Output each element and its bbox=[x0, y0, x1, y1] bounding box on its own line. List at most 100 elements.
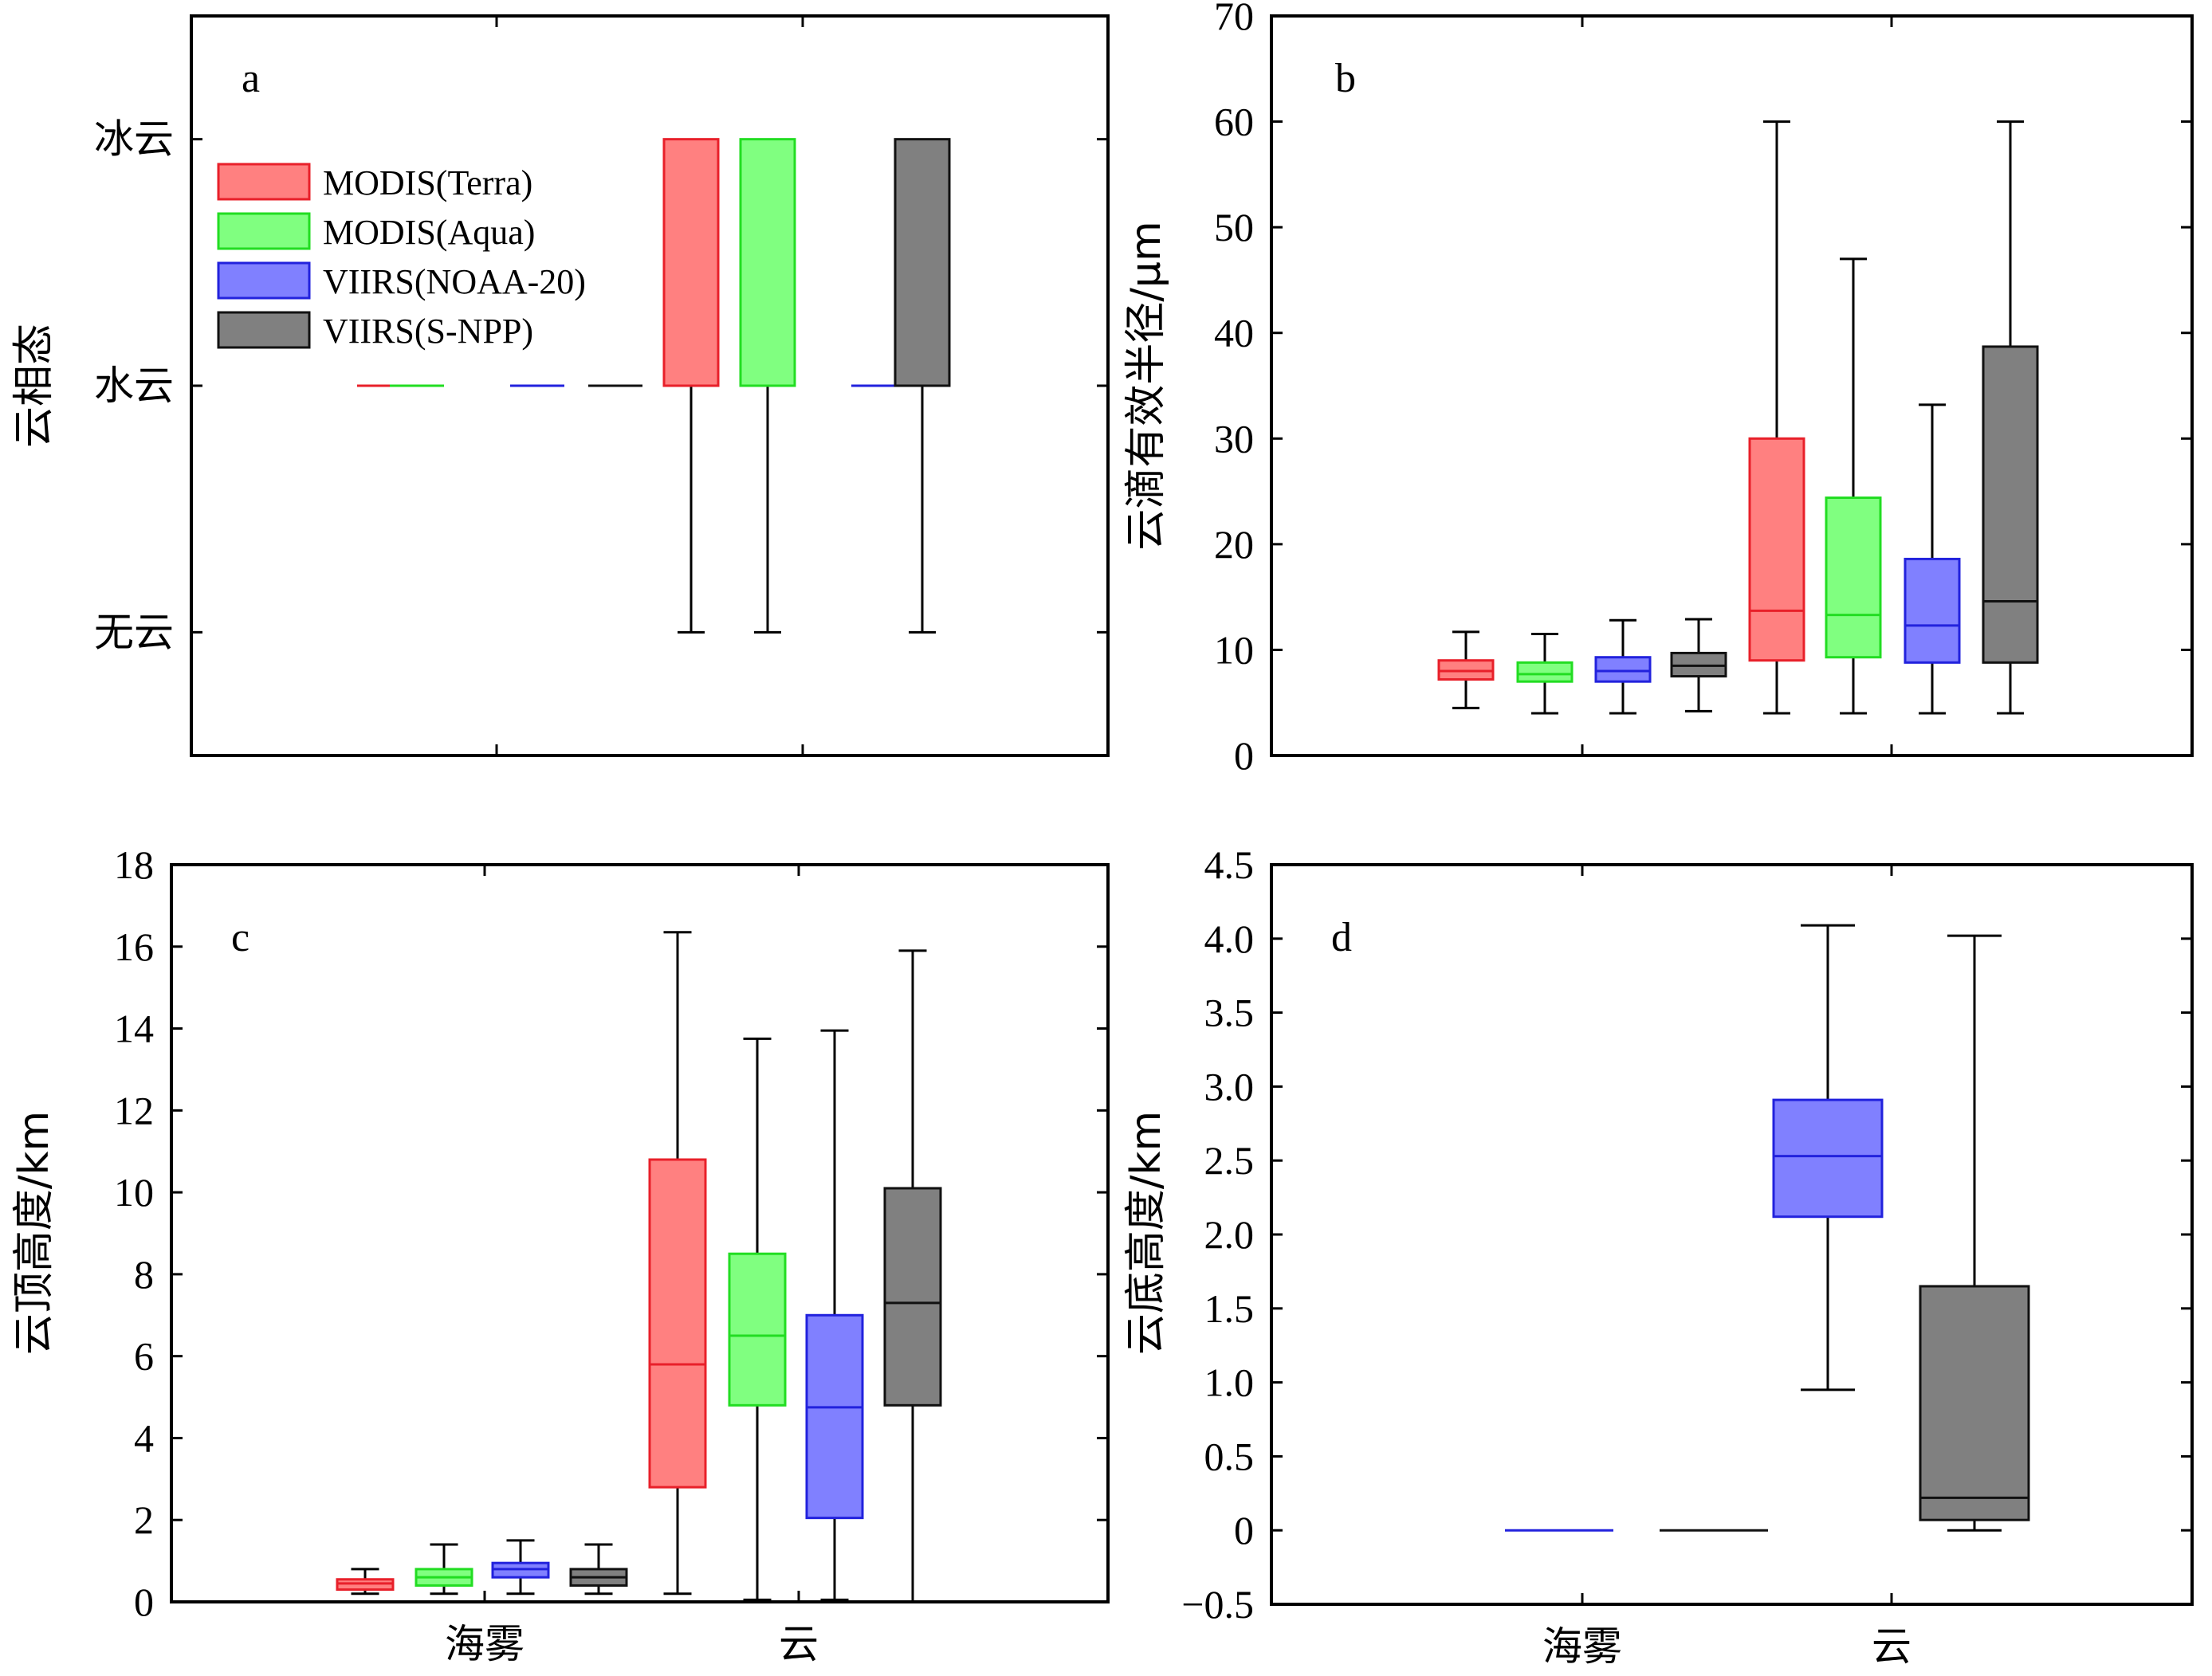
box-云-3 bbox=[894, 138, 951, 634]
box-iqr bbox=[1748, 437, 1805, 662]
panel-b-boxes bbox=[1437, 120, 2039, 715]
y-tick-label: 0 bbox=[134, 1580, 154, 1624]
box-海雾-2 bbox=[1594, 618, 1652, 715]
panel-b-x-ticks bbox=[1581, 16, 1893, 756]
panel-d-x-ticks: 海雾 云 bbox=[1542, 865, 1911, 1670]
box-海雾-1 bbox=[1516, 633, 1574, 715]
y-tick-label: 6 bbox=[134, 1334, 154, 1379]
y-tick-label: 14 bbox=[114, 1007, 154, 1051]
panel-c-boxes bbox=[336, 931, 942, 1603]
panel-a-x-ticks bbox=[495, 16, 804, 756]
box-云-3 bbox=[883, 949, 942, 1603]
y-tick-label: 18 bbox=[114, 842, 154, 887]
x-tick-label: 海雾 bbox=[445, 1621, 525, 1667]
box-iqr bbox=[648, 1158, 707, 1489]
panel-a-frame bbox=[190, 14, 1110, 757]
y-tick-label: 水云 bbox=[94, 363, 174, 409]
box-云-3 bbox=[1919, 934, 2030, 1532]
panel-c-y-ticks: 0 2 4 6 8 10 12 14 16 18 bbox=[114, 842, 1108, 1624]
box-iqr bbox=[728, 1252, 787, 1407]
panel-d-label: d bbox=[1331, 915, 1352, 960]
y-tick-label: 3.0 bbox=[1204, 1064, 1255, 1109]
y-tick-label: 1.5 bbox=[1204, 1286, 1255, 1331]
panel-b-frame bbox=[1270, 14, 2194, 757]
box-海雾-3 bbox=[1670, 618, 1727, 712]
panel-b-y-ticks: 0 10 20 30 40 50 60 70 bbox=[1214, 0, 2192, 778]
y-tick-label: 0.5 bbox=[1204, 1434, 1255, 1478]
box-海雾-2 bbox=[491, 1539, 550, 1596]
y-tick-label: 70 bbox=[1214, 0, 1254, 38]
panel-c: c 云顶高度/km 0 2 4 6 8 10 12 14 16 18 海雾 云 bbox=[10, 842, 1110, 1667]
panel-a-boxes bbox=[357, 138, 951, 634]
y-tick-label: 1.0 bbox=[1204, 1360, 1255, 1405]
y-tick-label: 8 bbox=[134, 1252, 154, 1297]
panel-b-label: b bbox=[1335, 56, 1356, 101]
legend-swatch-noaa20 bbox=[217, 261, 311, 300]
y-tick-label: 无云 bbox=[94, 609, 174, 655]
box-云-1 bbox=[739, 138, 796, 634]
box-海雾-1 bbox=[415, 1543, 473, 1596]
box-iqr bbox=[662, 138, 720, 387]
x-tick-label: 海雾 bbox=[1542, 1623, 1622, 1670]
box-iqr bbox=[894, 138, 951, 387]
y-tick-label: 0 bbox=[1234, 733, 1254, 778]
panel-c-label: c bbox=[231, 915, 249, 960]
box-iqr bbox=[1772, 1098, 1884, 1219]
x-tick-label: 云 bbox=[779, 1621, 819, 1667]
y-tick-label: 0 bbox=[1234, 1508, 1254, 1552]
box-iqr bbox=[739, 138, 796, 387]
panel-d: d 云底高度/km −0.5 0 0.5 1.0 1.5 2.0 2.5 3.0 3.5 4.0 4… bbox=[1122, 842, 2194, 1670]
box-云-1 bbox=[728, 1037, 787, 1601]
y-tick-label: 4 bbox=[134, 1415, 154, 1460]
y-tick-label: 10 bbox=[1214, 627, 1254, 672]
y-tick-label: 4.5 bbox=[1204, 842, 1255, 887]
box-云-2 bbox=[805, 1029, 864, 1601]
box-海雾-0 bbox=[1437, 630, 1495, 709]
box-iqr bbox=[1904, 557, 1961, 664]
box-iqr bbox=[1825, 497, 1882, 659]
y-tick-label: 冰云 bbox=[94, 116, 174, 163]
x-tick-label: 云 bbox=[1872, 1623, 1911, 1670]
y-tick-label: 16 bbox=[114, 924, 154, 969]
box-云-3 bbox=[1982, 120, 2039, 715]
box-iqr bbox=[1516, 661, 1574, 683]
box-云-0 bbox=[662, 138, 720, 634]
panel-b: b 云滴有效半径/μm 0 10 20 30 40 50 60 70 bbox=[1122, 0, 2194, 778]
box-云-1 bbox=[1825, 257, 1882, 715]
panel-b-ylabel: 云滴有效半径/μm bbox=[1122, 221, 1170, 550]
legend-label-snpp: VIIRS(S-NPP) bbox=[323, 312, 533, 351]
panel-a-ylabel: 云相态 bbox=[10, 324, 58, 448]
legend-label-noaa20: VIIRS(NOAA-20) bbox=[323, 262, 586, 301]
panel-c-ylabel: 云顶高度/km bbox=[10, 1111, 58, 1355]
box-iqr bbox=[1982, 345, 2039, 664]
panel-a: a 云相态 无云 水云 冰云 MODIS(Terra) MODIS(Aqua) VI… bbox=[10, 14, 1110, 757]
legend-label-aqua: MODIS(Aqua) bbox=[323, 213, 535, 252]
box-云-2 bbox=[1904, 403, 1961, 715]
panel-d-frame bbox=[1270, 863, 2194, 1606]
panel-d-ylabel: 云底高度/km bbox=[1122, 1111, 1170, 1355]
box-海雾-0 bbox=[336, 1568, 395, 1596]
legend-label-terra: MODIS(Terra) bbox=[323, 163, 532, 202]
legend: MODIS(Terra) MODIS(Aqua) VIIRS(NOAA-20) … bbox=[217, 163, 586, 351]
box-iqr bbox=[805, 1313, 864, 1520]
y-tick-label: 4.0 bbox=[1204, 917, 1255, 961]
panel-c-frame bbox=[170, 863, 1110, 1603]
panel-c-x-ticks: 海雾 云 bbox=[445, 865, 819, 1667]
y-tick-label: 12 bbox=[114, 1088, 154, 1132]
y-tick-label: 30 bbox=[1214, 416, 1254, 461]
box-海雾-3 bbox=[569, 1543, 628, 1596]
box-云-0 bbox=[1748, 120, 1805, 715]
panel-d-boxes bbox=[1505, 924, 2030, 1532]
y-tick-label: 60 bbox=[1214, 100, 1254, 144]
box-iqr bbox=[1919, 1285, 2030, 1521]
y-tick-label: 2 bbox=[134, 1497, 154, 1542]
panel-d-y-ticks: −0.5 0 0.5 1.0 1.5 2.0 2.5 3.0 3.5 4.0 4.5 bbox=[1181, 842, 2192, 1627]
y-tick-label: 3.5 bbox=[1204, 991, 1255, 1035]
y-tick-label: 2.5 bbox=[1204, 1138, 1255, 1183]
legend-swatch-aqua bbox=[217, 212, 311, 250]
y-tick-label: 50 bbox=[1214, 205, 1254, 249]
box-iqr bbox=[883, 1187, 942, 1407]
y-tick-label: 20 bbox=[1214, 522, 1254, 567]
